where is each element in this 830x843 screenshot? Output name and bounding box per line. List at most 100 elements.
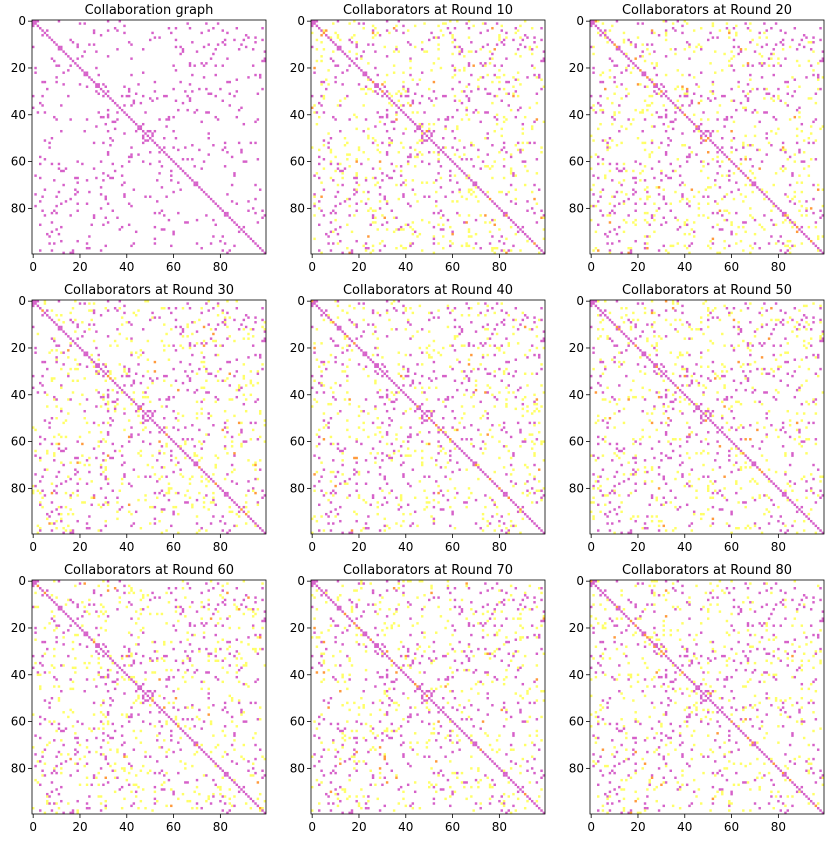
diagonal-cell <box>390 99 393 102</box>
edge-cell <box>763 62 766 65</box>
edge-cell <box>76 45 79 49</box>
edge-cell <box>514 395 518 399</box>
selected-edge-cell <box>523 325 527 329</box>
edge-cell <box>428 377 431 380</box>
edge-cell <box>800 225 804 229</box>
edge-cell <box>165 118 168 121</box>
edge-cell <box>88 235 91 238</box>
selected-cell <box>141 391 145 394</box>
edge-cell <box>479 526 482 530</box>
selected-cell <box>174 505 178 509</box>
selected-cell <box>500 134 503 138</box>
selected-edge-cell <box>355 456 358 460</box>
selected-cell <box>613 111 616 114</box>
edge-cell <box>442 374 445 378</box>
selected-cell <box>650 101 654 105</box>
selected-cell <box>118 363 122 366</box>
selected-cell <box>484 165 487 168</box>
edge-cell <box>34 473 37 476</box>
edge-cell <box>730 87 733 91</box>
diagonal-cell <box>625 55 628 58</box>
edge-cell <box>99 473 103 476</box>
diagonal-cell <box>507 216 510 219</box>
edge-cell <box>491 218 494 222</box>
selected-cell <box>437 43 440 46</box>
edge-cell <box>60 225 63 229</box>
edge-cell <box>160 489 164 492</box>
selected-cell <box>325 491 328 495</box>
edge-cell <box>102 83 105 86</box>
selected-cell <box>170 487 173 490</box>
edge-cell <box>341 251 344 255</box>
selected-cell <box>509 108 513 112</box>
edge-cell <box>629 249 633 252</box>
selected-cell <box>395 228 398 231</box>
edge-cell <box>57 300 61 303</box>
edge-cell <box>669 139 672 142</box>
edge-cell <box>604 232 607 236</box>
edge-cell <box>339 169 342 173</box>
edge-cell <box>498 519 501 523</box>
edge-cell <box>247 36 250 39</box>
edge-cell <box>488 57 492 60</box>
diagonal-cell <box>821 251 825 255</box>
selected-cell <box>322 48 326 51</box>
edge-cell <box>254 421 257 425</box>
selected-cell <box>707 244 710 248</box>
selected-cell <box>341 346 344 350</box>
edge-cell <box>374 330 377 333</box>
selected-cell <box>795 335 799 338</box>
selected-edge-cell <box>809 207 813 210</box>
selected-cell <box>432 62 436 65</box>
edge-cell <box>784 251 787 255</box>
edge-cell <box>318 200 321 203</box>
edge-cell <box>237 48 241 51</box>
selected-cell <box>643 235 647 238</box>
selected-cell <box>109 372 112 375</box>
selected-cell <box>486 304 489 308</box>
selected-cell <box>81 393 84 397</box>
edge-cell <box>627 197 630 201</box>
selected-cell <box>235 388 239 392</box>
selected-cell <box>202 339 206 343</box>
edge-cell <box>721 137 724 140</box>
edge-cell <box>444 374 447 378</box>
selected-cell <box>116 402 119 406</box>
selected-cell <box>498 76 501 79</box>
selected-cell <box>800 129 804 133</box>
edge-cell <box>69 531 72 535</box>
selected-cell <box>816 183 820 187</box>
selected-cell <box>320 370 323 373</box>
selected-cell <box>514 144 518 147</box>
selected-cell <box>332 494 335 497</box>
edge-cell <box>233 318 236 322</box>
edge-cell <box>514 307 518 310</box>
selected-cell <box>599 73 602 77</box>
edge-cell <box>34 193 37 196</box>
selected-cell <box>760 188 764 191</box>
edge-cell <box>378 473 382 476</box>
selected-cell <box>348 304 351 308</box>
edge-cell <box>681 193 684 196</box>
selected-cell <box>812 302 815 305</box>
edge-cell <box>392 307 396 310</box>
edge-cell <box>48 146 51 149</box>
selected-cell <box>784 244 787 248</box>
diagonal-cell <box>413 122 417 126</box>
selected-cell <box>472 393 475 397</box>
edge-cell <box>106 153 110 156</box>
edge-cell <box>195 461 199 464</box>
edge-cell <box>711 36 715 39</box>
selected-cell <box>467 20 471 23</box>
edge-cell <box>540 339 543 343</box>
edge-cell <box>322 494 326 497</box>
diagonal-cell <box>456 165 459 168</box>
selected-cell <box>102 470 105 474</box>
selected-cell <box>120 316 124 319</box>
diagonal-cell <box>392 381 396 385</box>
edge-cell <box>784 193 787 196</box>
diagonal-cell <box>327 316 330 319</box>
edge-cell <box>329 337 333 340</box>
selected-cell <box>465 106 468 110</box>
edge-cell <box>664 153 668 156</box>
